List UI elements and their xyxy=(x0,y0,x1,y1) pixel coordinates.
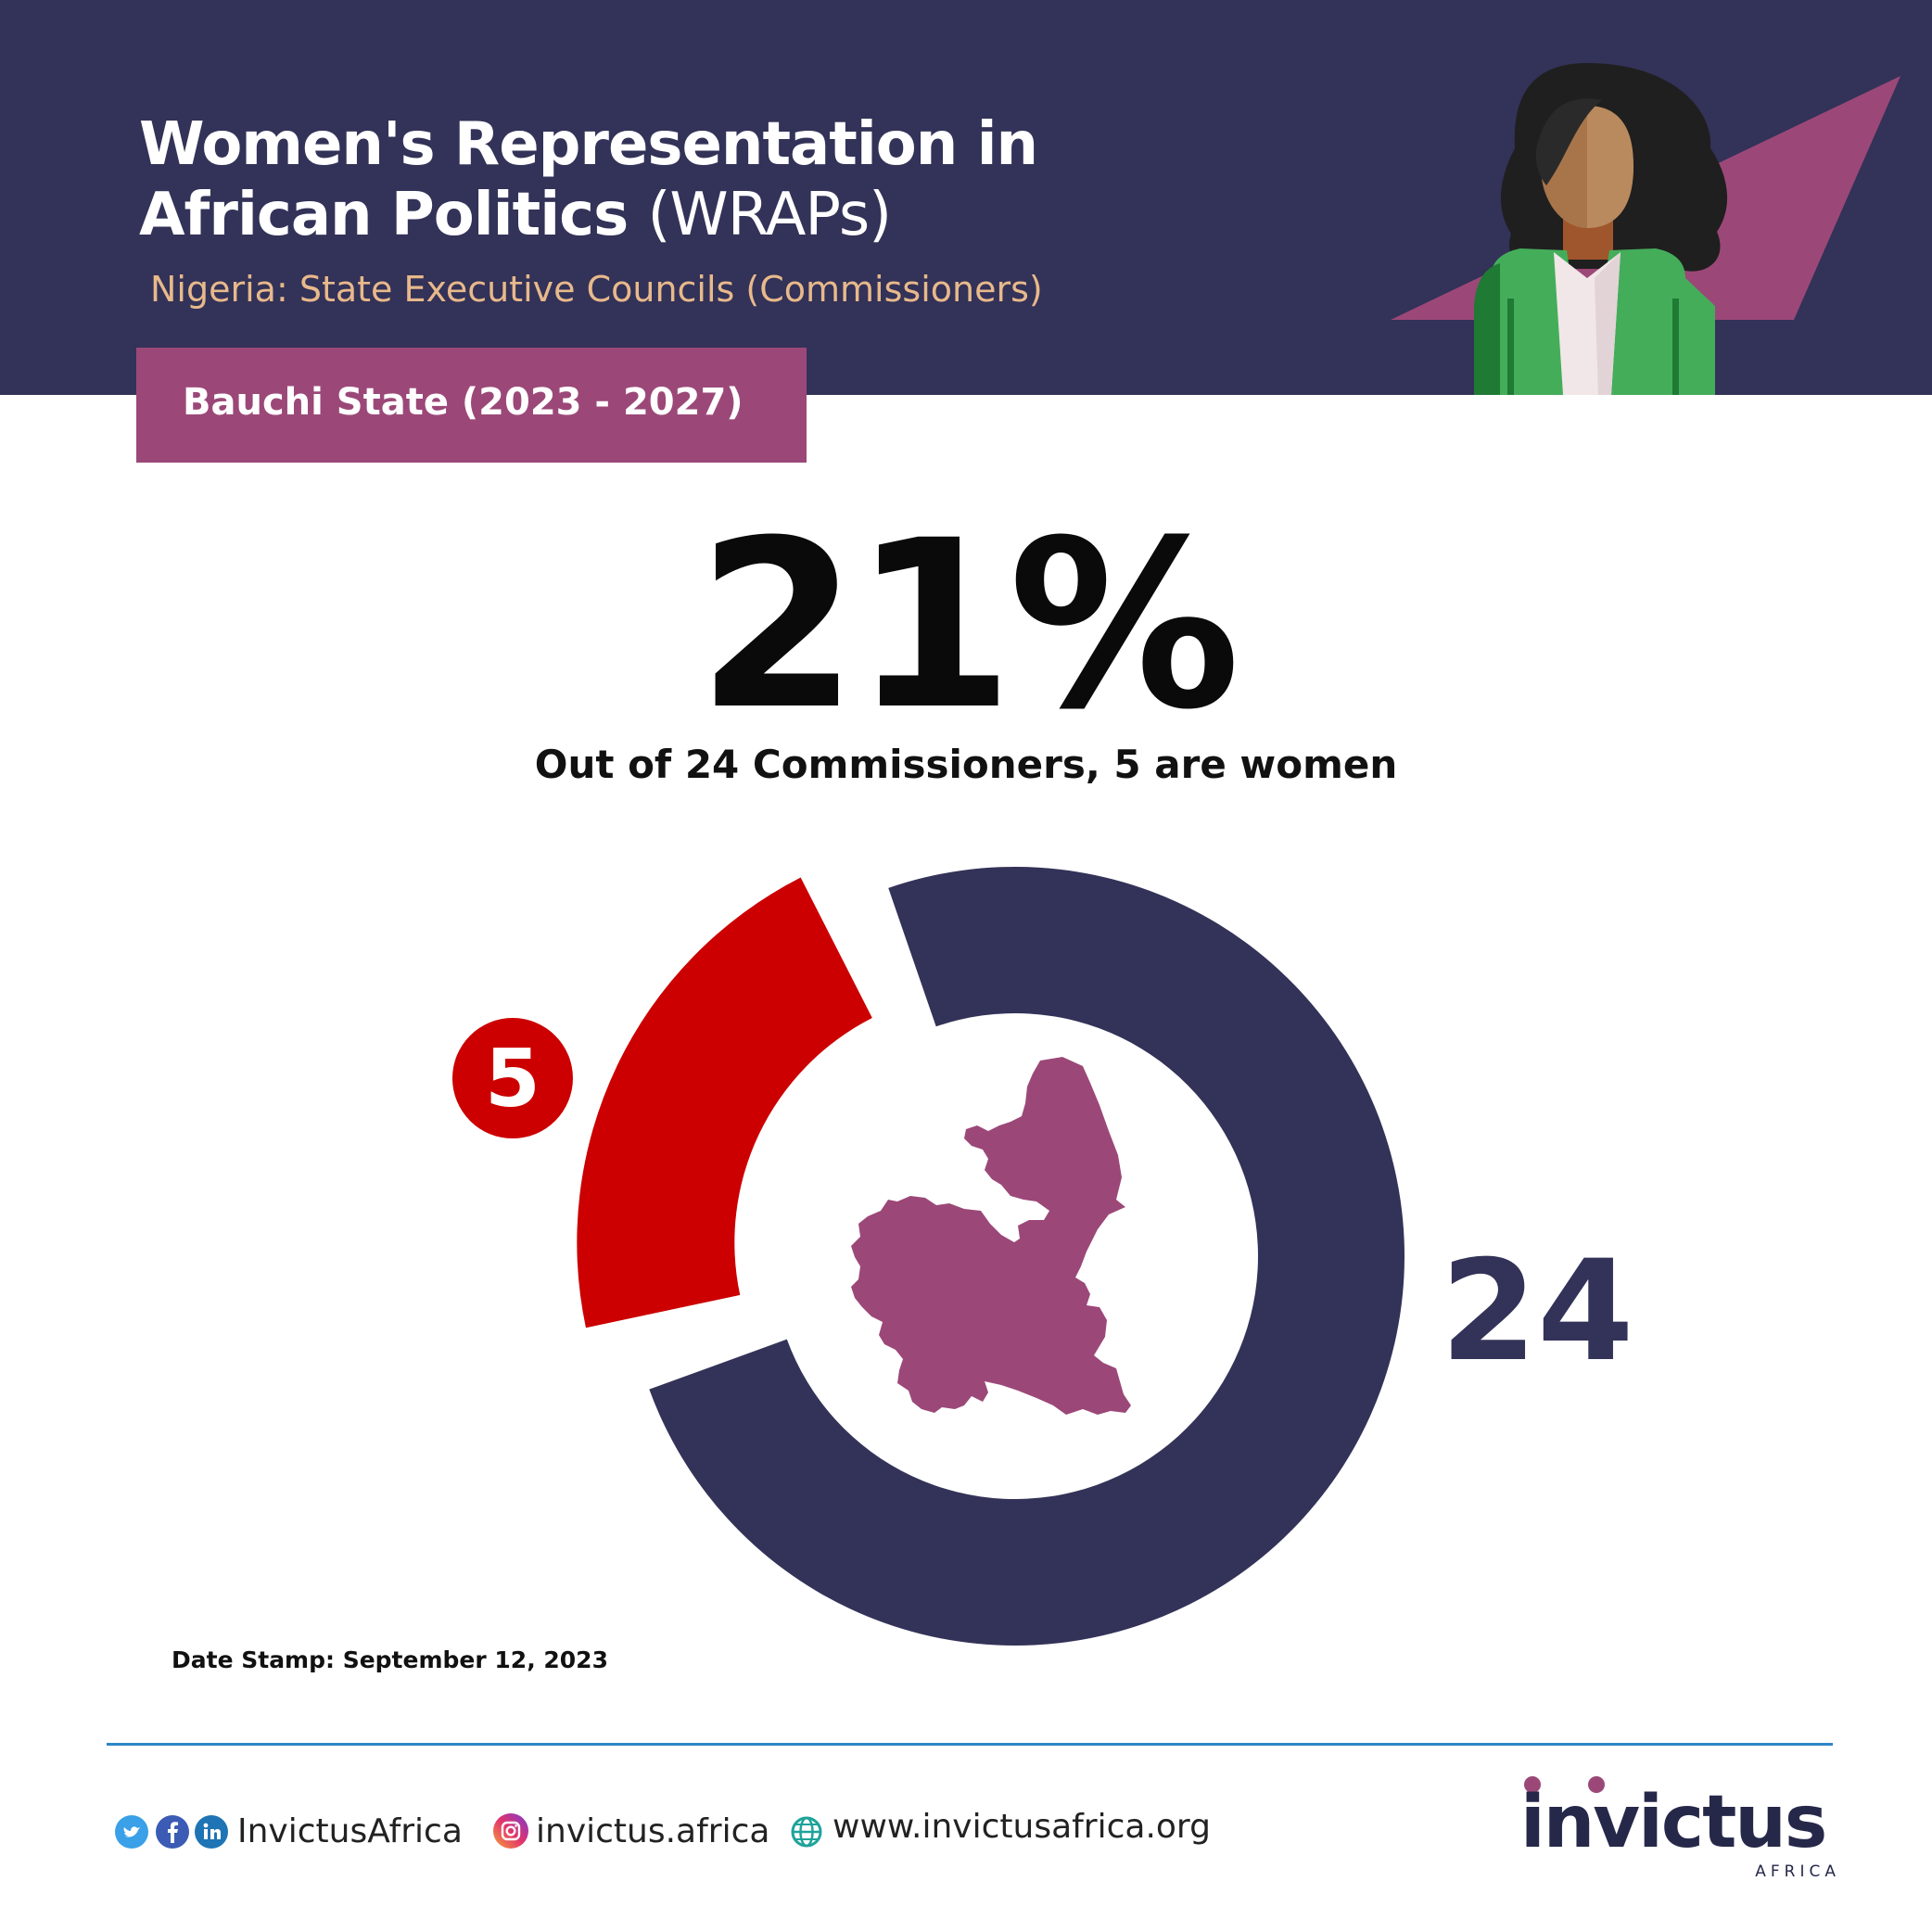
logo-dot-i2 xyxy=(1588,1776,1605,1793)
woman-illustration xyxy=(1474,63,1728,395)
state-label: Bauchi State (2023 - 2027) xyxy=(183,381,744,424)
women-segment xyxy=(577,877,872,1328)
title-line-2: African Politics (WRAPs) xyxy=(139,180,1037,250)
headline-summary: Out of 24 Commissioners, 5 are women xyxy=(534,742,1398,787)
hair-fringe xyxy=(1535,98,1602,185)
date-stamp: Date Stamp: September 12, 2023 xyxy=(172,1646,608,1673)
linkedin-icon[interactable] xyxy=(195,1815,228,1849)
twitter-icon[interactable] xyxy=(115,1815,148,1849)
title-line-1: Women's Representation in xyxy=(139,110,1038,179)
title-light: (WRAPs) xyxy=(647,181,892,249)
title-bold: African Politics xyxy=(139,181,629,249)
logo-subtext: AFRICA xyxy=(1755,1862,1840,1881)
facebook-icon[interactable] xyxy=(156,1815,189,1849)
women-label-badge xyxy=(451,1018,573,1139)
page-title: Women's Representation in African Politi… xyxy=(139,109,1038,250)
logo-dot-i xyxy=(1524,1776,1541,1793)
footer-divider xyxy=(107,1743,1833,1746)
invictus-logo: invictus AFRICA xyxy=(1520,1776,1840,1881)
women-value-label: 5 xyxy=(485,1033,540,1125)
state-label-box: Bauchi State (2023 - 2027) xyxy=(136,348,807,463)
shirt-shadow xyxy=(1595,252,1621,395)
total-value-label: 24 xyxy=(1441,1231,1634,1392)
lapel-line-right xyxy=(1672,299,1679,395)
face-highlight xyxy=(1587,106,1633,228)
headline-percent: 21% xyxy=(696,490,1240,760)
header-banner: Women's Representation in African Politi… xyxy=(0,0,1932,395)
lapel-line-left xyxy=(1507,299,1514,395)
bauchi-map-shape xyxy=(851,1057,1131,1415)
globe-icon[interactable] xyxy=(790,1815,823,1849)
jacket-right xyxy=(1587,248,1715,395)
instagram-icon[interactable] xyxy=(493,1813,528,1849)
page-subtitle: Nigeria: State Executive Councils (Commi… xyxy=(150,269,1043,310)
total-segment xyxy=(649,867,1405,1646)
logo-text: invictus xyxy=(1520,1781,1825,1864)
footer-social-handle[interactable]: InvictusAfrica xyxy=(237,1812,463,1850)
jacket-shadow xyxy=(1474,263,1500,395)
footer-instagram[interactable]: invictus.africa xyxy=(536,1812,770,1850)
footer-website[interactable]: www.invictusafrica.org xyxy=(833,1808,1211,1846)
